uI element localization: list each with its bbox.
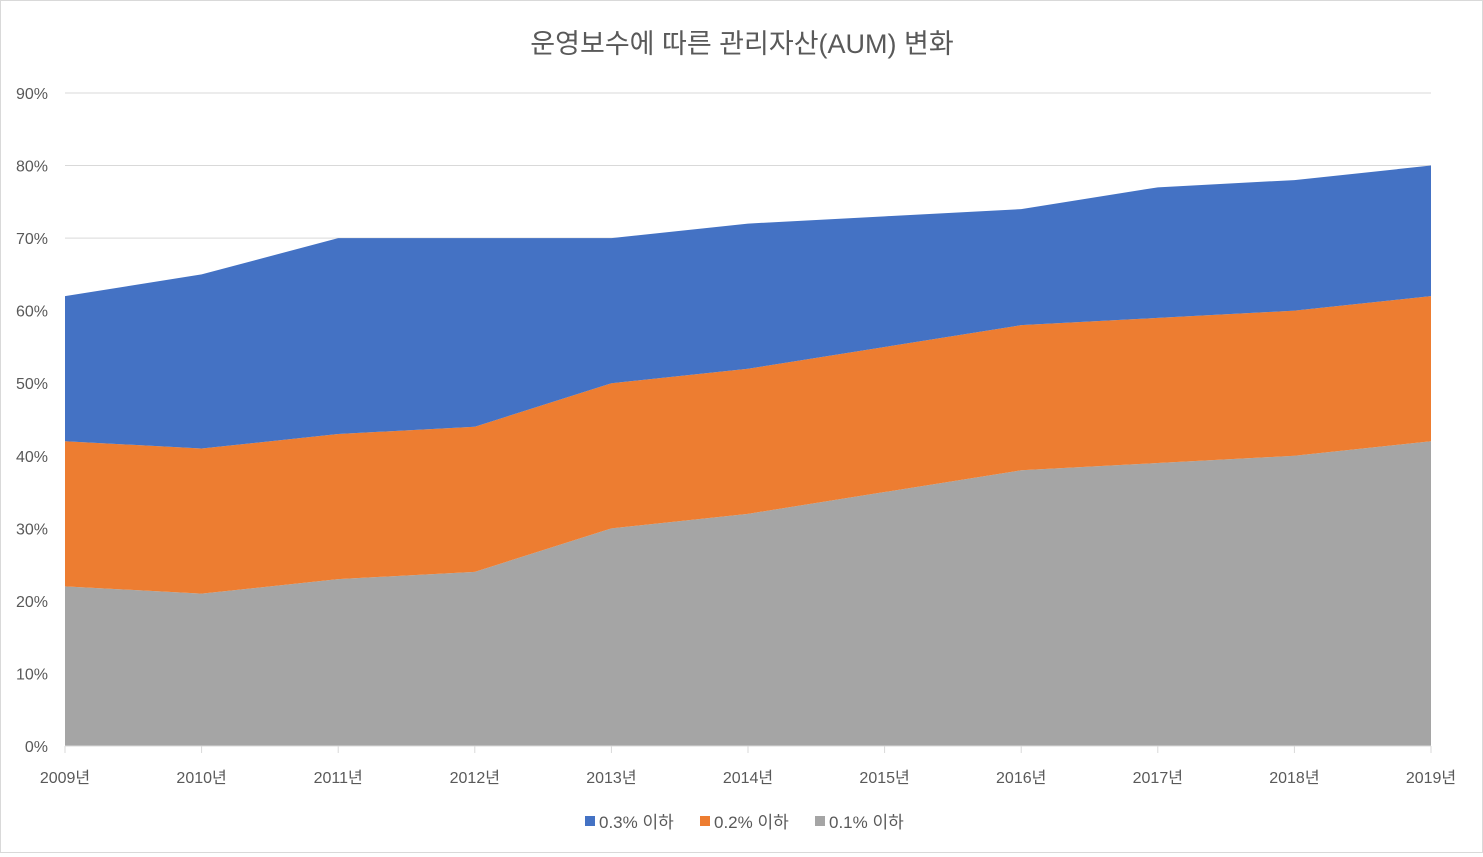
legend-swatch [585,816,595,826]
legend-label: 0.2% 이하 [714,813,789,832]
y-tick-label: 10% [16,666,48,683]
y-tick-label: 0% [25,739,48,756]
area-series-1 [65,296,1431,594]
x-tick-label: 2017년 [1133,769,1183,787]
y-tick-label: 30% [16,521,48,538]
x-tick-label: 2011년 [314,769,363,787]
area-series-group [65,165,1431,746]
x-tick-label: 2013년 [586,769,636,787]
x-tick-label: 2010년 [176,769,226,787]
area-series-2 [65,165,1431,449]
y-tick-label: 50% [16,376,48,393]
x-tick-label: 2014년 [723,769,773,787]
y-tick-label: 80% [16,159,48,176]
legend: 0.3% 이하 0.2% 이하 0.1% 이하 [585,813,904,832]
x-tick-label: 2016년 [996,769,1046,787]
y-tick-label: 40% [16,449,48,466]
legend-label: 0.1% 이하 [829,813,904,832]
chart-title: 운영보수에 따른 관리자산(AUM) 변화 [530,29,953,59]
x-axis [64,745,1432,753]
y-tick-label: 20% [16,594,48,611]
x-axis-tick-labels: 2009년 2010년 2011년 2012년 2013년 2014년 2015년 2016년… [40,769,1456,787]
legend-swatch [700,816,710,826]
x-tick-label: 2019년 [1406,769,1456,787]
y-tick-label: 70% [16,231,48,248]
x-tick-label: 2018년 [1269,769,1319,787]
area-series-0 [65,441,1431,746]
y-tick-label: 60% [16,304,48,321]
x-tick-label: 2009년 [40,769,90,787]
x-tick-label: 2012년 [450,769,500,787]
legend-label: 0.3% 이하 [599,813,674,832]
legend-swatch [815,816,825,826]
x-tick-label: 2015년 [859,769,909,787]
y-axis-tick-labels: 0% 10% 20% 30% 40% 50% 60% 70% 80% 90% [16,86,48,756]
y-tick-label: 90% [16,86,48,103]
